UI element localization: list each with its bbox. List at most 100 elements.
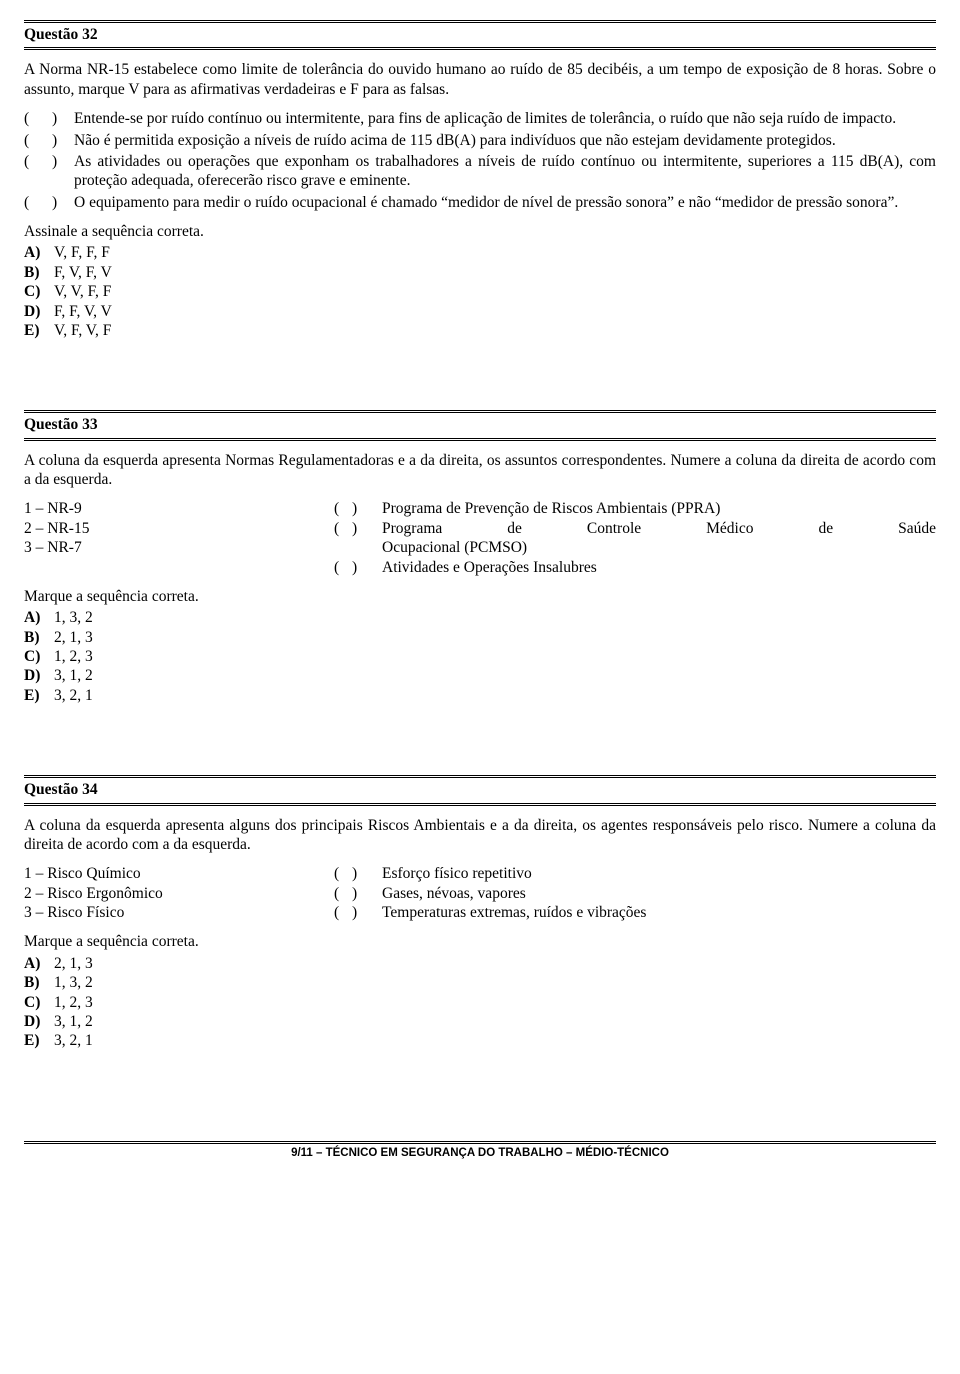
match-row: ( ) Gases, névoas, vapores (334, 884, 936, 903)
paren-open: ( (334, 884, 352, 903)
match-columns: 1 – Risco Químico 2 – Risco Ergonômico 3… (24, 864, 936, 922)
option-text: 1, 3, 2 (54, 973, 93, 992)
option-text: 1, 3, 2 (54, 608, 93, 627)
option-row: A)2, 1, 3 (24, 954, 936, 973)
paren-close: ) (352, 884, 382, 903)
option-letter: C) (24, 993, 54, 1012)
question-title: Questão 34 (24, 775, 936, 805)
option-row: B)1, 3, 2 (24, 973, 936, 992)
match-text: Atividades e Operações Insalubres (382, 558, 936, 577)
match-row: ( ) Programa de Prevenção de Riscos Ambi… (334, 499, 936, 518)
match-text: Programa de Controle Médico de Saúde (382, 519, 936, 538)
paren-open: ( (24, 131, 52, 150)
option-letter: E) (24, 686, 54, 705)
option-letter: A) (24, 608, 54, 627)
option-letter: B) (24, 263, 54, 282)
paren-open: ( (334, 519, 352, 538)
left-column: 1 – NR-9 2 – NR-15 3 – NR-7 (24, 499, 334, 577)
left-item: 3 – Risco Físico (24, 903, 334, 922)
statement-row: ( ) As atividades ou operações que expon… (24, 152, 936, 191)
options-list: A)2, 1, 3 B)1, 3, 2 C)1, 2, 3 D)3, 1, 2 … (24, 954, 936, 1051)
option-row: D)3, 1, 2 (24, 1012, 936, 1031)
paren-open: ( (334, 558, 352, 577)
paren-open: ( (24, 109, 52, 128)
left-item: 2 – NR-15 (24, 519, 334, 538)
paren-close: ) (352, 499, 382, 518)
paren-open: ( (24, 152, 52, 171)
option-row: C)1, 2, 3 (24, 993, 936, 1012)
match-text: Gases, névoas, vapores (382, 884, 936, 903)
option-letter: D) (24, 302, 54, 321)
option-text: 3, 1, 2 (54, 1012, 93, 1031)
paren-close: ) (352, 558, 382, 577)
paren-open: ( (24, 193, 52, 212)
match-text: Temperaturas extremas, ruídos e vibraçõe… (382, 903, 936, 922)
question-33: Questão 33 A coluna da esquerda apresent… (24, 410, 936, 705)
left-item: 3 – NR-7 (24, 538, 334, 557)
option-letter: E) (24, 1031, 54, 1050)
option-row: C)1, 2, 3 (24, 647, 936, 666)
option-row: E)3, 2, 1 (24, 686, 936, 705)
option-text: F, F, V, V (54, 302, 112, 321)
paren-open: ( (334, 864, 352, 883)
left-column: 1 – Risco Químico 2 – Risco Ergonômico 3… (24, 864, 334, 922)
option-text: 1, 2, 3 (54, 993, 93, 1012)
option-letter: E) (24, 321, 54, 340)
statement-row: ( ) O equipamento para medir o ruído ocu… (24, 193, 936, 212)
option-text: 1, 2, 3 (54, 647, 93, 666)
match-row: ( ) Programa de Controle Médico de Saúde (334, 519, 936, 538)
match-row: ( ) Atividades e Operações Insalubres (334, 558, 936, 577)
statement-row: ( ) Entende-se por ruído contínuo ou int… (24, 109, 936, 128)
match-row: ( ) Temperaturas extremas, ruídos e vibr… (334, 903, 936, 922)
paren-close: ) (52, 193, 74, 212)
options-list: A)1, 3, 2 B)2, 1, 3 C)1, 2, 3 D)3, 1, 2 … (24, 608, 936, 705)
match-text: Esforço físico repetitivo (382, 864, 936, 883)
paren-close: ) (52, 152, 74, 171)
statement-text: Entende-se por ruído contínuo ou intermi… (74, 109, 936, 128)
option-row: E)V, F, V, F (24, 321, 936, 340)
question-intro: A coluna da esquerda apresenta alguns do… (24, 816, 936, 855)
option-row: E)3, 2, 1 (24, 1031, 936, 1050)
option-letter: B) (24, 628, 54, 647)
options-list: A)V, F, F, F B)F, V, F, V C)V, V, F, F D… (24, 243, 936, 340)
paren-open: ( (334, 903, 352, 922)
match-text-continuation: Ocupacional (PCMSO) (382, 538, 936, 557)
page-footer: 9/11 – TÉCNICO EM SEGURANÇA DO TRABALHO … (24, 1141, 936, 1160)
question-intro: A coluna da esquerda apresenta Normas Re… (24, 451, 936, 490)
match-row: ( ) Esforço físico repetitivo (334, 864, 936, 883)
statements-list: ( ) Entende-se por ruído contínuo ou int… (24, 109, 936, 212)
option-row: B)F, V, F, V (24, 263, 936, 282)
statement-text: As atividades ou operações que exponham … (74, 152, 936, 191)
sequence-label: Assinale a sequência correta. (24, 222, 936, 241)
option-row: A)1, 3, 2 (24, 608, 936, 627)
paren-close: ) (352, 903, 382, 922)
option-text: V, F, V, F (54, 321, 111, 340)
option-row: D)F, F, V, V (24, 302, 936, 321)
option-row: A)V, F, F, F (24, 243, 936, 262)
question-title: Questão 32 (24, 20, 936, 50)
option-letter: D) (24, 1012, 54, 1031)
statement-text: Não é permitida exposição a níveis de ru… (74, 131, 936, 150)
option-letter: A) (24, 954, 54, 973)
left-item: 1 – NR-9 (24, 499, 334, 518)
left-item: 2 – Risco Ergonômico (24, 884, 334, 903)
paren-open: ( (334, 499, 352, 518)
right-column: ( ) Esforço físico repetitivo ( ) Gases,… (334, 864, 936, 922)
option-letter: B) (24, 973, 54, 992)
sequence-label: Marque a sequência correta. (24, 587, 936, 606)
option-row: C)V, V, F, F (24, 282, 936, 301)
option-text: 3, 1, 2 (54, 666, 93, 685)
match-text: Programa de Prevenção de Riscos Ambienta… (382, 499, 936, 518)
left-item: 1 – Risco Químico (24, 864, 334, 883)
option-row: D)3, 1, 2 (24, 666, 936, 685)
option-letter: C) (24, 647, 54, 666)
option-letter: C) (24, 282, 54, 301)
question-title: Questão 33 (24, 410, 936, 440)
sequence-label: Marque a sequência correta. (24, 932, 936, 951)
option-text: 3, 2, 1 (54, 686, 93, 705)
option-letter: A) (24, 243, 54, 262)
paren-close: ) (352, 519, 382, 538)
statement-text: O equipamento para medir o ruído ocupaci… (74, 193, 936, 212)
paren-close: ) (352, 864, 382, 883)
right-column: ( ) Programa de Prevenção de Riscos Ambi… (334, 499, 936, 577)
